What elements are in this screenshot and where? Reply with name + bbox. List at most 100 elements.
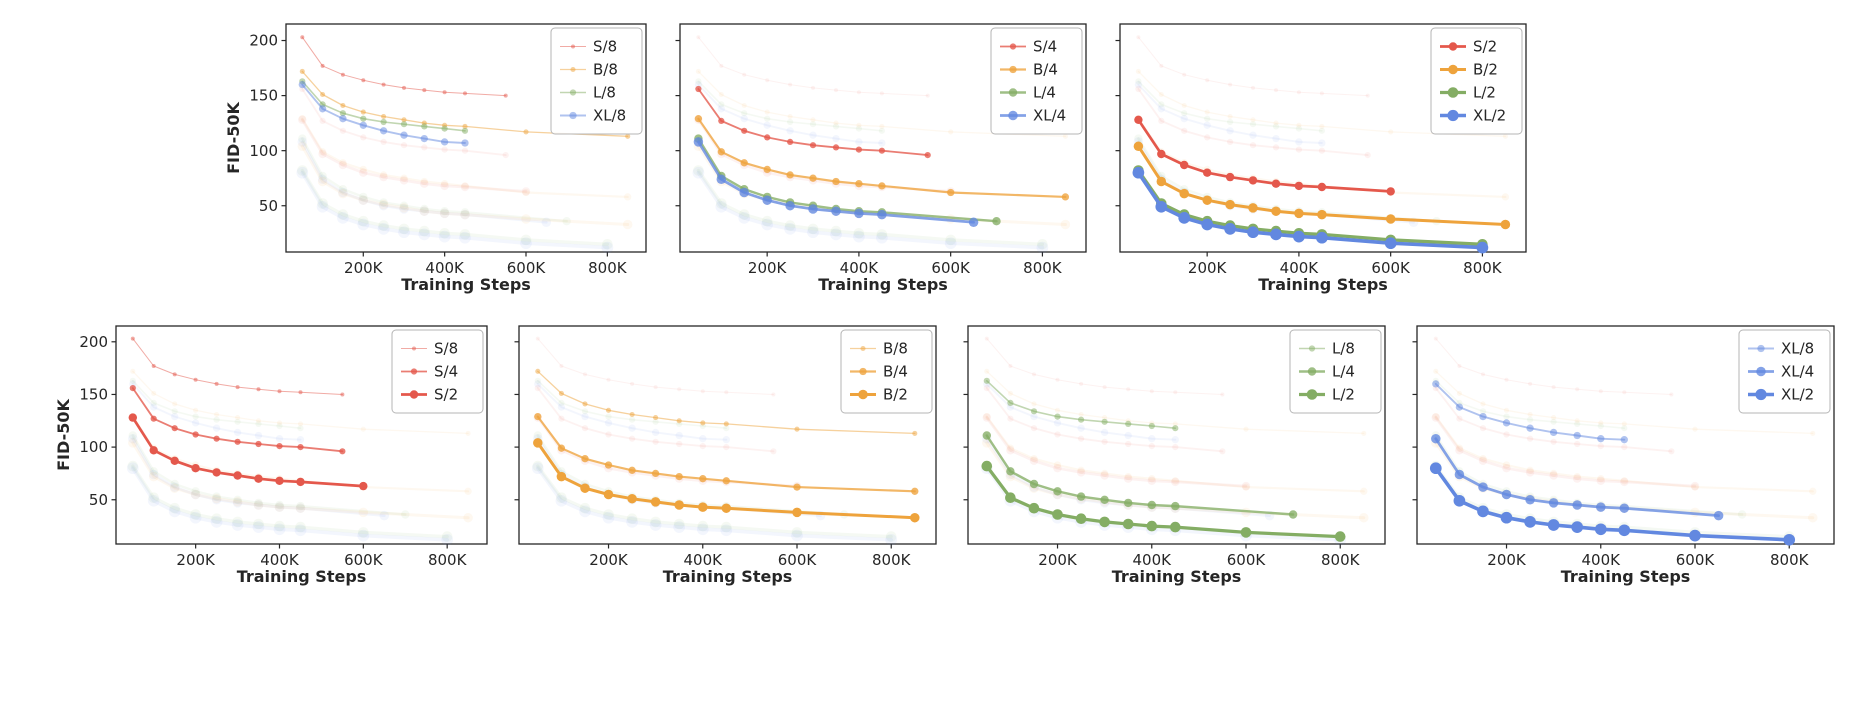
data-point-XL-8-ghost bbox=[1272, 134, 1280, 143]
data-point-B-8-ghost bbox=[1243, 426, 1249, 432]
series-line-S-4 bbox=[131, 387, 344, 453]
legend-marker bbox=[858, 389, 868, 400]
data-point-L-4-ghost bbox=[533, 431, 542, 440]
data-point-L-8-ghost bbox=[1227, 118, 1234, 126]
data-point-XL-2-ghost bbox=[807, 226, 819, 239]
legend-label: XL/2 bbox=[1473, 107, 1506, 125]
data-point-L-8-ghost bbox=[534, 377, 541, 384]
data-point-L-4 bbox=[1124, 498, 1133, 508]
y-tick-label: 200 bbox=[249, 32, 278, 50]
data-point-S-2-ghost bbox=[1124, 474, 1133, 483]
data-point-S-4 bbox=[741, 127, 748, 134]
data-point-XL-4 bbox=[831, 206, 841, 216]
data-point-S-8-ghost bbox=[834, 88, 838, 93]
x-tick-label: 400K bbox=[425, 259, 465, 277]
data-point-L-4 bbox=[1171, 501, 1180, 511]
data-point-B-2 bbox=[1202, 195, 1212, 205]
data-point-XL-8-ghost bbox=[1203, 121, 1211, 129]
data-point-XL-8 bbox=[379, 127, 388, 135]
series-line-XL-4 bbox=[1434, 437, 1720, 517]
data-point-XL-2-ghost bbox=[696, 523, 709, 536]
data-point-B-4-ghost bbox=[400, 174, 408, 182]
legend-label: S/2 bbox=[434, 386, 458, 404]
series-line-S-4-ghost bbox=[536, 387, 775, 453]
legend-box bbox=[1430, 27, 1523, 135]
data-point-L-2-ghost bbox=[190, 509, 201, 520]
data-point-L-4-ghost bbox=[254, 498, 263, 508]
data-point-S-8-ghost bbox=[1622, 390, 1627, 395]
data-point-XL-8-ghost bbox=[1318, 139, 1326, 147]
data-point-S-8-ghost bbox=[1136, 35, 1141, 40]
panel-model-XL: 200K 400K 600K 800K Training Steps XL/8 XL/4 XL… bbox=[1401, 318, 1844, 590]
data-point-S-8-ghost bbox=[1055, 377, 1060, 382]
data-point-XL-2-ghost bbox=[316, 200, 329, 213]
x-tick-label: 600K bbox=[507, 259, 547, 277]
data-point-L-2 bbox=[1052, 509, 1063, 520]
data-point-L-8-ghost bbox=[1181, 110, 1188, 117]
data-point-L-2-ghost bbox=[253, 518, 264, 530]
data-point-XL-8 bbox=[440, 138, 449, 146]
series-line-S-4-ghost bbox=[1137, 88, 1369, 157]
data-point-XL-8-ghost bbox=[628, 424, 636, 432]
data-point-B-8 bbox=[912, 430, 918, 436]
data-point-B-8-ghost bbox=[1031, 401, 1037, 407]
data-point-XL-4 bbox=[1501, 489, 1512, 500]
data-point-S-8-ghost bbox=[856, 90, 861, 95]
data-point-S-2 bbox=[149, 446, 158, 455]
data-point-B-4-ghost bbox=[339, 159, 347, 167]
data-point-S-4 bbox=[832, 144, 840, 151]
data-point-XL-2-ghost bbox=[438, 230, 451, 243]
data-point-B-8-ghost bbox=[172, 401, 178, 407]
legend-label: B/4 bbox=[883, 363, 908, 381]
legend-marker bbox=[1447, 87, 1459, 98]
data-point-L-2-ghost bbox=[697, 520, 709, 532]
data-point-XL-4 bbox=[1478, 482, 1488, 492]
legend-label: XL/4 bbox=[1781, 363, 1814, 381]
data-point-S-4-ghost bbox=[1030, 425, 1038, 432]
x-tick-label: 800K bbox=[872, 551, 912, 569]
data-point-L-8-ghost bbox=[1318, 127, 1325, 134]
data-point-S-2-ghost bbox=[1147, 476, 1156, 485]
data-point-XL-4 bbox=[739, 187, 749, 198]
legend-box bbox=[550, 27, 643, 135]
data-point-XL-2-ghost bbox=[626, 516, 638, 528]
data-point-B-8 bbox=[723, 421, 729, 427]
data-point-XL-2 bbox=[1384, 237, 1397, 250]
data-point-S-2 bbox=[191, 464, 200, 473]
axes-box bbox=[679, 23, 1087, 253]
series-line-XL-2-ghost bbox=[131, 466, 449, 542]
data-point-S-8 bbox=[256, 387, 261, 392]
data-point-B-8 bbox=[794, 426, 800, 432]
data-point-L-8-ghost bbox=[787, 118, 794, 126]
data-point-S-8-ghost bbox=[1598, 389, 1603, 394]
data-point-L-2-ghost bbox=[945, 234, 956, 246]
series-line-XL-4-ghost bbox=[131, 437, 386, 517]
data-point-L-4 bbox=[1076, 492, 1086, 501]
series-line-S-2 bbox=[1137, 118, 1393, 193]
data-point-B-2-ghost bbox=[169, 483, 180, 493]
data-point-B-2-ghost bbox=[338, 188, 348, 199]
x-tick-label: 800K bbox=[1321, 551, 1361, 569]
y-tick-label: 150 bbox=[249, 87, 278, 105]
data-point-S-4-ghost bbox=[629, 435, 636, 442]
data-point-B-8-ghost bbox=[984, 368, 990, 374]
legend-label: L/2 bbox=[1473, 84, 1496, 102]
data-point-XL-8-ghost bbox=[1053, 419, 1062, 427]
data-point-S-2-ghost bbox=[1596, 476, 1605, 485]
data-point-B-4 bbox=[604, 461, 613, 469]
x-tick-label: 200K bbox=[1038, 551, 1078, 569]
data-point-B-4 bbox=[581, 455, 589, 463]
data-point-XL-8-ghost bbox=[722, 436, 730, 444]
data-point-L-4-ghost bbox=[338, 185, 348, 194]
data-point-S-2 bbox=[170, 456, 179, 465]
data-point-S-2-ghost bbox=[1525, 468, 1535, 477]
data-point-XL-8-ghost bbox=[1124, 431, 1132, 440]
data-point-XL-2 bbox=[1247, 226, 1259, 239]
data-point-B-8 bbox=[605, 407, 612, 413]
data-point-S-8-ghost bbox=[653, 385, 658, 390]
data-point-B-2 bbox=[1156, 176, 1167, 187]
data-point-B-2 bbox=[533, 438, 543, 448]
data-point-S-4 bbox=[924, 152, 931, 159]
data-point-S-4 bbox=[878, 147, 885, 154]
data-point-L-2 bbox=[981, 460, 993, 472]
